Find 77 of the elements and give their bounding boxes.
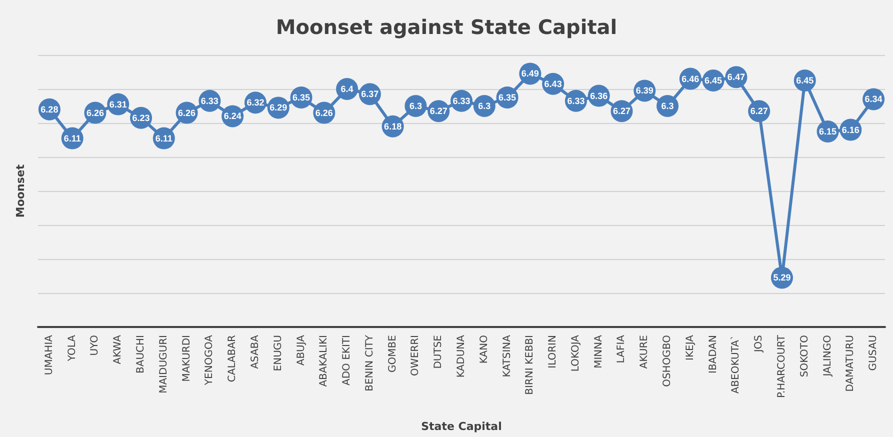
data-label: 6.33	[452, 96, 470, 106]
data-label: 6.29	[270, 102, 288, 113]
data-label: 6.35	[292, 92, 310, 102]
x-tick-label: IKEJA	[684, 334, 696, 360]
data-label: 6.31	[109, 99, 127, 110]
data-label: 6.24	[224, 111, 242, 122]
x-tick-label: AKWA	[112, 334, 124, 364]
x-tick-label: YENOGOA	[204, 334, 216, 386]
data-label: 6.27	[430, 106, 448, 116]
data-label: 6.28	[40, 104, 58, 114]
data-label: 6.47	[727, 72, 745, 82]
data-label: 6.43	[544, 78, 562, 89]
x-tick-label: DUTSE	[433, 335, 444, 369]
data-label: 6.46	[682, 74, 700, 84]
data-label: 6.37	[361, 89, 379, 100]
y-axis-title: Moonset	[14, 164, 27, 218]
x-tick-label: JOS	[754, 335, 765, 354]
x-tick-label: JALINGO	[822, 334, 834, 378]
x-tick-label: GOMBE	[387, 335, 398, 372]
x-tick-label: SOKOTO	[799, 334, 810, 378]
data-label: 6.26	[315, 108, 333, 118]
data-label: 6.4	[340, 84, 354, 94]
data-label: 6.23	[132, 112, 150, 123]
x-tick-label: MINNA	[593, 334, 604, 368]
data-label: 6.3	[478, 101, 491, 111]
x-tick-label: MAIDUGURI	[158, 335, 170, 394]
x-tick-label: OWERRI	[410, 335, 422, 376]
x-tick-label: ABUJA	[296, 334, 307, 366]
data-label: 6.32	[246, 98, 264, 108]
data-label: 6.36	[590, 90, 608, 101]
x-tick-label: ABAKALIKI	[318, 335, 330, 387]
x-tick-label: UMAHIA	[44, 334, 55, 376]
x-tick-label: OSHOGBO	[662, 334, 674, 387]
data-label: 6.33	[200, 96, 218, 106]
x-tick-label: YOLA	[66, 334, 78, 362]
data-label: 6.27	[612, 106, 631, 116]
x-tick-label: KANO	[478, 334, 490, 364]
x-tick-label: P.HARCOURT	[776, 334, 788, 398]
x-tick-label: BAUCHI	[136, 335, 147, 374]
data-label: 6.26	[178, 108, 196, 118]
x-tick-label: ABEOKUTA`	[730, 335, 742, 394]
chart-title: Moonset against State Capital	[276, 15, 618, 39]
data-label: 6.49	[521, 68, 539, 79]
data-label: 6.39	[636, 86, 654, 96]
data-label: 6.15	[819, 126, 837, 136]
x-tick-label: DAMATURU	[845, 335, 856, 392]
data-label: 5.29	[773, 272, 791, 283]
x-tick-label: AKURE	[639, 335, 650, 369]
data-label: 6.45	[796, 76, 814, 86]
x-axis-title: State Capital	[421, 420, 502, 433]
data-label: 6.33	[567, 96, 585, 106]
data-label: 6.16	[842, 124, 860, 135]
x-tick-label: MAKURDI	[181, 335, 192, 382]
data-label: 6.27	[750, 106, 768, 116]
data-label: 6.3	[661, 101, 674, 111]
x-tick-label: ASABA	[250, 334, 261, 369]
x-tick-label: LOKOJA	[570, 334, 582, 372]
data-label: 6.26	[86, 108, 104, 118]
x-tick-label: KATSINA	[502, 334, 513, 378]
x-tick-label: ENUGU	[272, 335, 284, 372]
data-label: 6.34	[864, 94, 882, 104]
x-tick-label: BIRNI KEBBI	[524, 335, 536, 395]
data-label: 6.18	[384, 121, 402, 132]
data-label: 6.45	[704, 76, 722, 86]
data-label: 6.35	[498, 92, 516, 102]
data-label: 6.3	[409, 101, 422, 111]
x-tick-label: UYO	[90, 334, 101, 356]
x-tick-label: GUSAU	[868, 335, 880, 371]
data-label: 6.11	[155, 133, 172, 144]
data-label: 6.11	[64, 133, 81, 144]
x-tick-label: KADUNA	[456, 334, 467, 378]
x-tick-label: IBADAN	[708, 335, 719, 374]
x-tick-label: CALABAR	[227, 334, 238, 382]
x-tick-label: ADO EKITI	[342, 335, 353, 386]
x-tick-label: LAFIA	[616, 334, 628, 364]
x-tick-label: BENIN CITY	[364, 334, 376, 392]
x-tick-label: ILORIN	[548, 335, 559, 368]
